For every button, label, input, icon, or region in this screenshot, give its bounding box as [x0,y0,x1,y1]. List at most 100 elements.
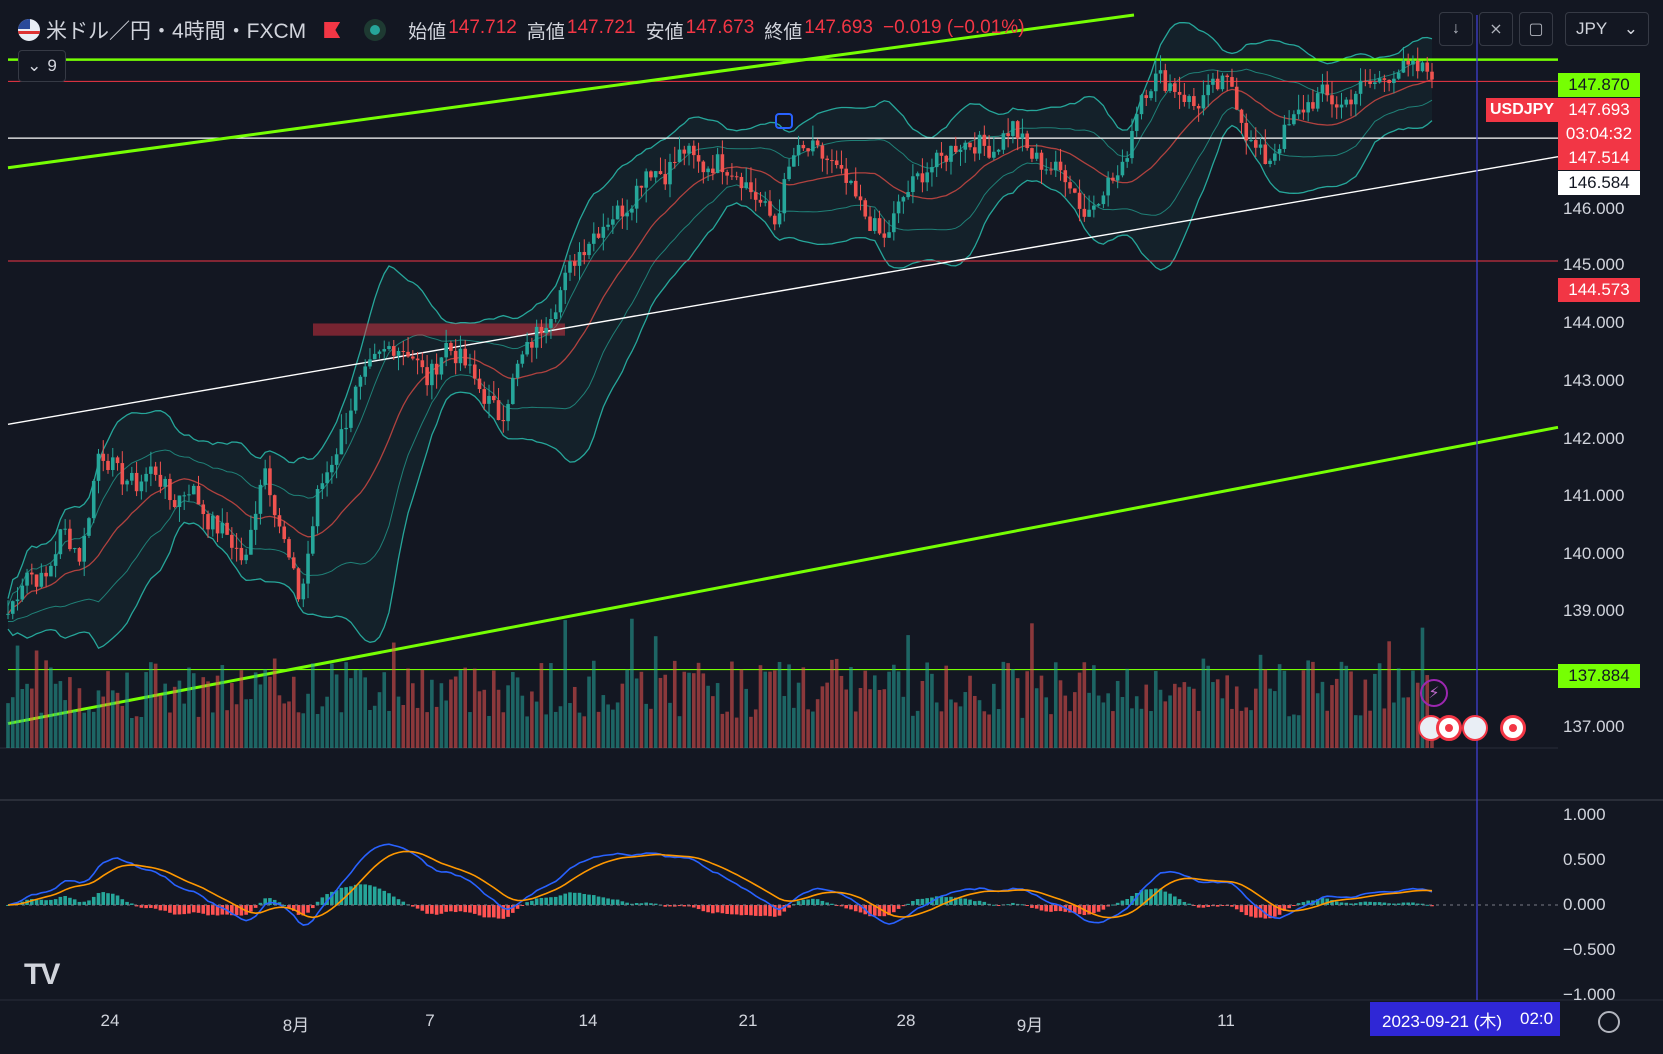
arrow-down-icon[interactable]: ↓ [1439,12,1473,46]
macd-histogram-bar [1039,905,1044,911]
candle-body [1382,78,1387,80]
price-tick: 146.000 [1563,199,1625,218]
volume-bar [839,675,844,748]
volume-bar [892,664,896,748]
candle-body [339,429,344,455]
macd-histogram-bar [1315,899,1320,905]
macd-histogram-bar [311,905,315,909]
macd-histogram-bar [1363,901,1368,905]
candle-body [887,232,891,238]
time-label: 7 [425,1011,435,1030]
candle-body [520,354,525,364]
macd-histogram-bar [110,893,115,905]
macd-histogram-bar [1344,902,1349,905]
candle-body [449,343,453,351]
symbol-title[interactable]: 米ドル／円・4時間・FXCM [46,20,307,43]
macd-histogram-bar [353,884,358,905]
macd-histogram-bar [249,905,253,912]
white-level-tag[interactable]: 146.584 [1558,171,1640,195]
volume-bar [806,709,810,748]
macd-histogram-bar [444,905,448,912]
gear-icon[interactable] [1598,1011,1620,1033]
candle-body [1373,82,1377,84]
macd-histogram-bar [187,905,191,914]
macd-histogram-bar [1020,904,1025,906]
macd-histogram-bar [82,901,87,905]
volume-bar [644,703,648,748]
volume-bar [720,713,725,748]
currency-select[interactable]: JPY ⌄ [1565,12,1649,46]
candle-body [849,180,853,183]
candle-body [591,233,596,244]
candle-body [182,495,187,497]
volume-bar [1187,686,1191,748]
candle-body [596,233,601,238]
volume-bar [1182,682,1187,748]
tradingview-logo[interactable]: TV [24,958,60,991]
volume-bar [549,663,553,748]
macd-histogram-bar [1392,903,1396,905]
macd-histogram-bar [734,905,739,915]
candle-body [758,199,763,203]
volume-bar [701,673,706,748]
maximize-icon[interactable]: ▢ [1519,12,1553,46]
market-status-icon[interactable] [364,19,387,41]
macd-histogram-bar [1044,905,1049,912]
macd-histogram-bar [153,905,158,909]
candle-body [715,154,720,174]
volume-bar [1092,665,1096,748]
candle-body [1096,204,1101,206]
macd-histogram-bar [1030,905,1034,908]
symbol-header: 米ドル／円・4時間・FXCM 始値 147.712 高値 147.721 安値 147… [18,14,1025,46]
volume-bar [1239,710,1244,748]
candle-body [406,351,410,357]
macd-histogram-bar [920,898,925,905]
candle-body [968,142,972,148]
volume-bar [15,645,20,748]
volume-bar [387,710,391,748]
candle-body [1058,161,1063,171]
us-flag-event-icon[interactable] [1462,715,1488,741]
candle-body [992,151,996,158]
volume-bar [172,686,177,748]
indicators-toggle-button[interactable]: ⌄ 9 [18,50,66,82]
macd-histogram-bar [1096,905,1101,912]
volume-bar [268,676,272,748]
candle-body [230,534,234,548]
candle-body [411,356,415,359]
candle-body [1363,80,1368,82]
macd-histogram-bar [611,899,615,905]
candle-body [1277,148,1282,154]
macd-histogram-bar [1406,902,1410,905]
candle-body [1258,144,1263,148]
lightning-icon[interactable]: ⚡ [1420,679,1448,707]
candle-body [358,376,363,387]
candle-body [682,149,687,154]
candle-body [1206,84,1210,96]
lower-green-line-tag[interactable]: 137.884 [1558,664,1640,688]
candle-body [301,583,306,600]
volume-bar [896,671,901,748]
support-level-tag[interactable]: 144.573 [1558,278,1640,302]
candle-body [1406,60,1410,65]
volume-bar [1025,671,1029,748]
upper-green-line-tag[interactable]: 147.870 [1558,73,1640,97]
jp-flag-event-icon[interactable] [1500,715,1526,741]
collapse-icon[interactable]: ⨯ [1479,12,1513,46]
volume-bar [749,716,753,748]
volume-bar [877,689,882,748]
candle-body [525,341,529,355]
candle-body [1182,94,1187,103]
candle-body [820,145,825,159]
volume-bar [663,674,668,748]
candle-body [892,213,896,233]
red-level-tag[interactable]: 147.514 [1558,146,1640,170]
macd-histogram-bar [68,897,72,905]
macd-histogram-bar [692,905,696,908]
volume-bar [130,717,134,748]
macd-histogram-bar [992,904,996,906]
volume-bar [906,635,910,748]
candle-body [172,500,177,507]
jp-flag-event-icon[interactable] [1436,715,1462,741]
